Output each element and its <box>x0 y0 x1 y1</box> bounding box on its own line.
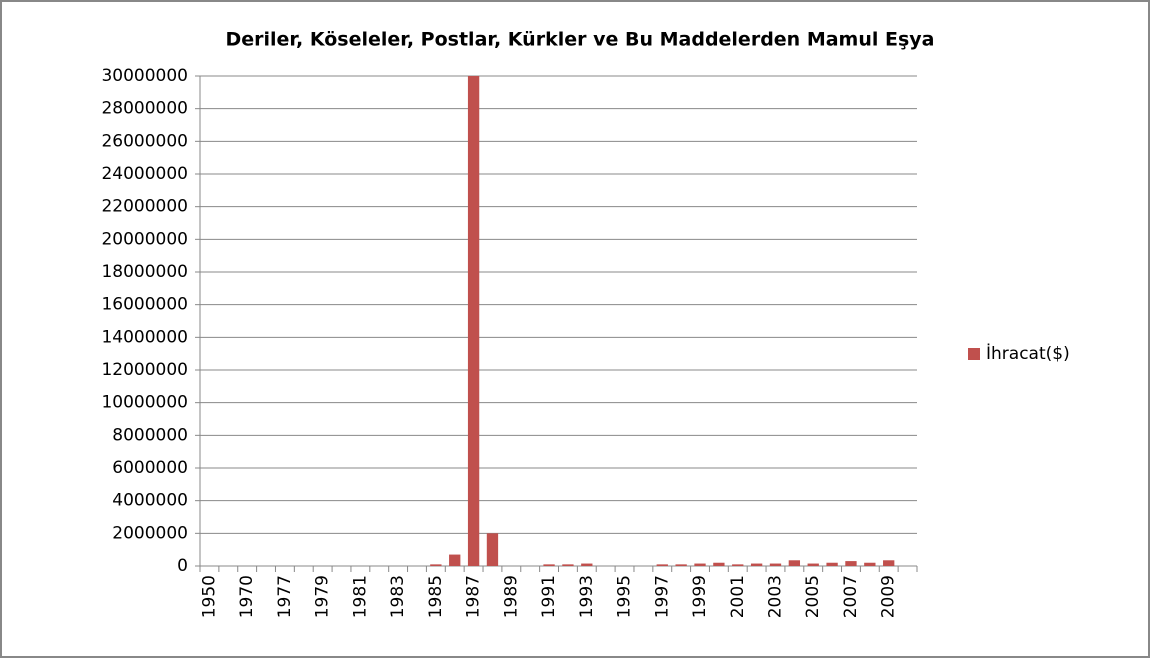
bar <box>807 563 819 566</box>
x-tick-label: 1950 <box>199 575 219 618</box>
x-tick-label: 1983 <box>388 575 408 618</box>
bar <box>581 563 593 566</box>
x-tick-label: 1985 <box>426 575 446 618</box>
bar <box>543 564 555 566</box>
bar <box>769 563 782 566</box>
y-tick-label: 22000000 <box>101 197 188 217</box>
y-tick-label: 0 <box>177 556 188 576</box>
x-tick-label: 1981 <box>350 575 370 618</box>
y-tick-label: 20000000 <box>101 229 188 249</box>
y-tick-label: 12000000 <box>101 360 188 380</box>
x-tick-label: 1999 <box>690 575 710 618</box>
y-tick-label: 18000000 <box>101 262 188 282</box>
bar <box>656 564 668 566</box>
bar <box>486 533 499 566</box>
y-tick-label: 26000000 <box>101 131 188 151</box>
bar <box>430 564 442 566</box>
x-tick-label: 1993 <box>577 575 597 618</box>
y-tick-label: 28000000 <box>101 99 188 119</box>
x-tick-label: 2009 <box>879 575 899 618</box>
bar <box>845 561 857 566</box>
x-tick-label: 1977 <box>275 575 295 618</box>
bar <box>826 562 838 566</box>
x-tick-label: 2001 <box>728 575 748 618</box>
y-tick-label: 4000000 <box>112 491 188 511</box>
y-tick-label: 6000000 <box>112 458 188 478</box>
y-tick-label: 14000000 <box>101 327 188 347</box>
bar <box>694 563 706 566</box>
bar <box>562 564 574 566</box>
legend-swatch <box>968 348 980 360</box>
x-tick-label: 2005 <box>803 575 823 618</box>
x-tick-label: 1997 <box>652 575 672 618</box>
bar <box>449 554 461 566</box>
y-tick-label: 8000000 <box>112 425 188 445</box>
bar <box>864 562 876 566</box>
bar <box>732 564 744 566</box>
x-tick-label: 1987 <box>464 575 484 618</box>
y-tick-label: 24000000 <box>101 164 188 184</box>
x-tick-label: 1991 <box>539 575 559 618</box>
bar <box>675 564 687 566</box>
x-tick-label: 1979 <box>313 575 333 618</box>
y-tick-label: 2000000 <box>112 523 188 543</box>
bar <box>467 76 480 566</box>
y-tick-label: 10000000 <box>101 393 188 413</box>
bar <box>750 563 763 566</box>
chart-title: Deriler, Köseleler, Postlar, Kürkler ve … <box>225 29 934 51</box>
bar <box>883 560 895 566</box>
y-tick-label: 16000000 <box>101 295 188 315</box>
x-tick-label: 1970 <box>237 575 257 618</box>
bar <box>713 562 725 566</box>
x-tick-label: 1995 <box>615 575 635 618</box>
x-tick-label: 2003 <box>765 575 785 618</box>
x-tick-label: 1989 <box>501 575 521 618</box>
y-tick-label: 30000000 <box>101 66 188 86</box>
x-tick-label: 2007 <box>841 575 861 618</box>
bar <box>788 560 801 566</box>
legend-label: İhracat($) <box>986 343 1070 364</box>
